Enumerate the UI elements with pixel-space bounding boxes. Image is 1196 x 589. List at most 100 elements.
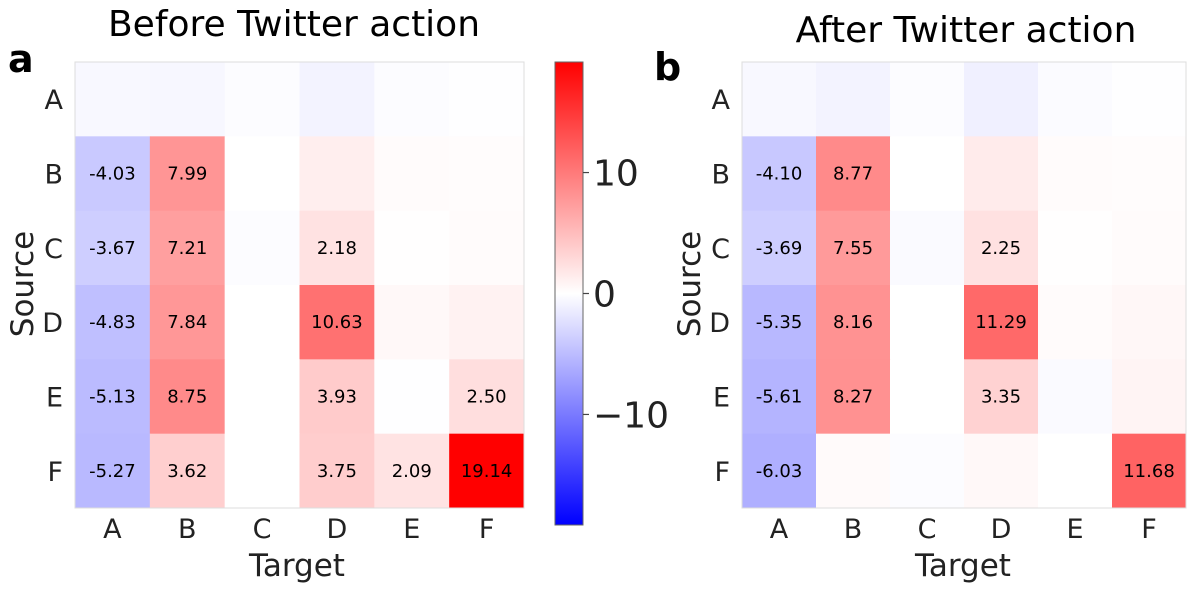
heatmap-cell-b-FB xyxy=(816,433,891,509)
heatmap-cell-a-DA xyxy=(75,285,151,360)
y-tick-label-b-D: D xyxy=(709,308,730,339)
heatmap-cell-a-FF xyxy=(449,433,525,509)
colorbar-tick-label: −10 xyxy=(593,395,669,436)
panel-letter-a: a xyxy=(8,37,34,81)
cell-label-a-FF: 19.14 xyxy=(461,461,513,482)
heatmap-cell-a-BF xyxy=(449,136,525,212)
heatmap-a: -4.03 7.99 -3.67 7.21 2.18 -4.83 7.84 10.63 -5.1… xyxy=(42,61,525,545)
x-tick-label-a-D: D xyxy=(327,514,348,545)
cell-label-a-DA: -4.83 xyxy=(89,312,136,333)
y-tick-label-a-A: A xyxy=(45,85,64,116)
heatmap-b: -4.10 8.77 -3.69 7.55 2.25 -5.35 8.16 11.29 -5.6… xyxy=(709,61,1187,545)
cell-label-b-CD: 2.25 xyxy=(981,238,1021,259)
cell-label-b-EA: -5.61 xyxy=(756,387,803,408)
heatmap-cell-a-EB xyxy=(149,359,226,435)
heatmap-cell-b-AB xyxy=(816,62,891,137)
heatmap-cell-b-EE xyxy=(1038,359,1113,435)
heatmap-cell-a-FA xyxy=(75,433,151,509)
heatmap-cell-b-BC xyxy=(890,136,965,212)
colorbar-tick-label: 10 xyxy=(593,154,639,195)
colorbar-tick-label: 0 xyxy=(593,275,616,316)
heatmap-cell-b-AF xyxy=(1112,62,1187,137)
cell-label-a-CD: 2.18 xyxy=(317,238,357,259)
y-tick-label-a-D: D xyxy=(42,308,63,339)
y-tick-label-b-C: C xyxy=(711,234,730,265)
y-tick-label-a-F: F xyxy=(47,457,63,488)
cell-label-b-DB: 8.16 xyxy=(833,312,873,333)
heatmap-cell-a-BA xyxy=(75,136,151,212)
heatmap-frame-a xyxy=(74,61,525,509)
heatmap-cell-b-FE xyxy=(1038,433,1113,509)
cell-label-b-FA: -6.03 xyxy=(756,461,803,482)
y-tick-label-b-F: F xyxy=(714,457,730,488)
colorbar xyxy=(554,61,584,526)
x-tick-label-a-F: F xyxy=(479,514,495,545)
y-tick-label-b-A: A xyxy=(712,85,731,116)
y-tick-label-b-B: B xyxy=(711,160,730,191)
chart-title-a: Before Twitter action xyxy=(108,4,480,45)
heatmap-cell-b-DC xyxy=(890,285,965,360)
heatmap-cell-a-CE xyxy=(374,210,450,286)
x-tick-label-a-A: A xyxy=(103,514,122,545)
heatmap-cell-a-AE xyxy=(374,62,450,137)
cell-label-a-DB: 7.84 xyxy=(167,312,207,333)
cell-label-b-DD: 11.29 xyxy=(975,312,1027,333)
heatmap-cell-b-DF xyxy=(1112,285,1187,360)
x-tick-label-b-B: B xyxy=(844,514,863,545)
heatmap-cell-b-BA xyxy=(742,136,817,212)
heatmap-cell-b-FC xyxy=(890,433,965,509)
heatmap-cell-b-CC xyxy=(890,210,965,286)
x-tick-label-b-E: E xyxy=(1066,514,1083,545)
heatmap-cell-b-BF xyxy=(1112,136,1187,212)
y-axis-label-b: Source xyxy=(672,231,708,337)
heatmap-cell-a-AA xyxy=(75,62,151,137)
heatmap-cell-a-EC xyxy=(224,359,300,435)
x-tick-label-b-C: C xyxy=(918,514,937,545)
cell-label-a-DD: 10.63 xyxy=(311,312,363,333)
heatmap-cell-a-FC xyxy=(224,433,300,509)
heatmap-cell-a-BB xyxy=(149,136,226,212)
heatmap-cell-a-BD xyxy=(299,136,375,212)
cell-label-a-FD: 3.75 xyxy=(317,461,357,482)
heatmap-cell-a-CA xyxy=(75,210,151,286)
cell-label-a-CB: 7.21 xyxy=(167,238,207,259)
heatmap-cell-a-BE xyxy=(374,136,450,212)
heatmap-cell-b-FF xyxy=(1112,433,1187,509)
heatmap-cell-a-BC xyxy=(224,136,300,212)
heatmap-cell-a-CF xyxy=(449,210,525,286)
heatmap-cell-a-AD xyxy=(299,62,375,137)
heatmap-cell-b-EF xyxy=(1112,359,1187,435)
heatmap-cell-b-FD xyxy=(964,433,1039,509)
heatmap-cell-a-EF xyxy=(449,359,525,435)
heatmap-cell-a-AF xyxy=(449,62,525,137)
heatmap-cell-b-BE xyxy=(1038,136,1113,212)
x-tick-label-b-D: D xyxy=(991,514,1012,545)
cell-label-a-BA: -4.03 xyxy=(89,164,136,185)
heatmap-cell-b-EB xyxy=(816,359,891,435)
heatmap-cell-a-FE xyxy=(374,433,450,509)
heatmap-cell-b-EC xyxy=(890,359,965,435)
cell-label-b-FF: 11.68 xyxy=(1123,461,1175,482)
heatmap-cell-b-AE xyxy=(1038,62,1113,137)
heatmap-cell-b-DB xyxy=(816,285,891,360)
heatmap-cell-b-CE xyxy=(1038,210,1113,286)
cell-label-a-FB: 3.62 xyxy=(167,461,207,482)
cell-label-a-FE: 2.09 xyxy=(392,461,432,482)
heatmap-cell-b-CB xyxy=(816,210,891,286)
heatmap-cell-b-AC xyxy=(890,62,965,137)
panel-letter-b: b xyxy=(654,45,681,89)
cell-label-b-BB: 8.77 xyxy=(833,164,873,185)
heatmap-cell-b-BB xyxy=(816,136,891,212)
heatmap-cell-b-CA xyxy=(742,210,817,286)
heatmap-cell-a-AC xyxy=(224,62,300,137)
heatmap-cell-a-DF xyxy=(449,285,525,360)
heatmap-cell-a-AB xyxy=(149,62,226,137)
x-tick-label-a-C: C xyxy=(253,514,272,545)
cell-label-a-FA: -5.27 xyxy=(89,461,136,482)
heatmap-cell-a-DC xyxy=(224,285,300,360)
heatmap-cell-a-CB xyxy=(149,210,226,286)
cell-label-a-EB: 8.75 xyxy=(167,387,207,408)
y-tick-label-a-C: C xyxy=(44,234,63,265)
x-tick-label-b-A: A xyxy=(770,514,789,545)
